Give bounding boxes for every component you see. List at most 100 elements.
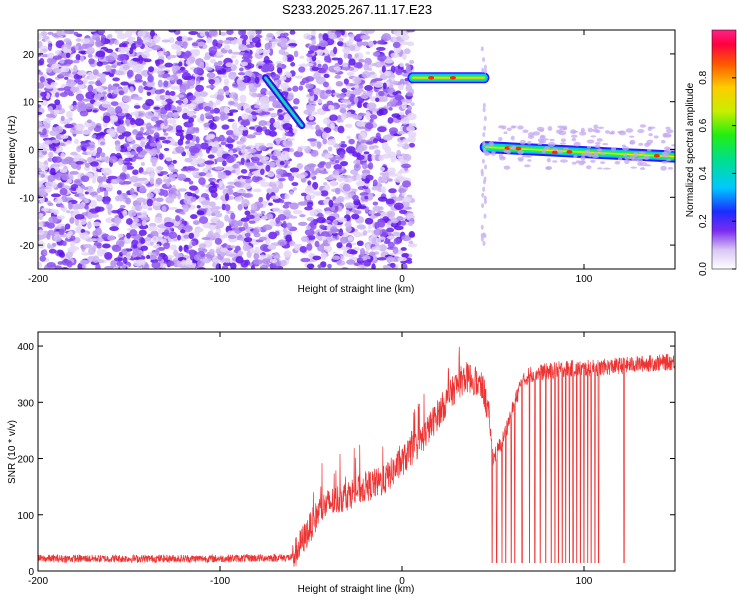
spectrogram-noise-cell <box>261 201 271 205</box>
spectrogram-noise-cell <box>47 106 53 112</box>
spectrogram-noise-cell <box>234 196 243 203</box>
spectrogram-noise-cell <box>132 169 139 175</box>
spectrogram-noise-cell <box>378 244 388 252</box>
spectrogram-noise-cell <box>195 84 204 92</box>
spectrogram-noise-cell <box>335 81 344 87</box>
spectrogram-noise-cell <box>398 188 407 193</box>
spectrogram-noise-cell <box>306 121 317 126</box>
spectrogram-noise-cell <box>360 34 371 41</box>
snr-x-tick-label: 100 <box>576 576 593 587</box>
colorbar-tick-label: 0.2 <box>698 214 709 228</box>
spectrogram-noise-cell <box>621 144 626 148</box>
spectrogram-noise-cell <box>244 232 251 238</box>
spectrogram-noise-cell <box>628 135 635 138</box>
spectrogram-noise-cell <box>189 57 195 64</box>
spectrogram-noise-cell <box>344 123 353 128</box>
spectrogram-noise-cell <box>164 62 173 68</box>
spectrogram-noise-cell <box>340 99 351 103</box>
spectrogram-noise-cell <box>381 65 386 73</box>
spectrogram-noise-cell <box>113 39 119 45</box>
spectrogram-noise-cell <box>235 167 241 176</box>
spectrogram-noise-cell <box>407 243 418 248</box>
colorbar-label: Normalized spectral amplitude <box>685 82 696 217</box>
spectrogram-noise-cell <box>61 173 69 181</box>
spectrogram-noise-cell <box>166 178 171 187</box>
spectrogram-noise-cell <box>207 230 214 236</box>
spectrogram-noise-cell <box>80 228 86 234</box>
spectrogram-y-label: Frequency (Hz) <box>7 116 18 185</box>
colorbar-tick-label: 0.0 <box>698 262 709 276</box>
spectrogram-noise-cell <box>200 113 205 122</box>
spectrogram-noise-cell <box>104 156 111 164</box>
spectrogram-noise-cell <box>388 127 399 134</box>
spectrogram-noise-cell <box>51 139 60 144</box>
spectrogram-noise-cell <box>123 162 133 166</box>
spectrogram-noise-cell <box>165 156 173 162</box>
spectrogram-noise-cell <box>150 230 159 238</box>
spectrogram-noise-cell <box>127 146 132 152</box>
spectrogram-noise-cell <box>110 178 120 185</box>
spectrogram-noise-cell <box>225 185 235 189</box>
spectrogram-noise-cell <box>550 148 559 151</box>
spectrogram-noise-cell <box>140 217 151 221</box>
spectrogram-noise-cell <box>362 230 368 236</box>
spectrogram-noise-cell <box>268 47 274 56</box>
spectrogram-noise-cell <box>376 257 387 261</box>
spectrogram-noise-cell <box>545 166 552 170</box>
spectrogram-noise-cell <box>175 131 184 137</box>
spectrogram-noise-cell <box>364 195 369 200</box>
spectrogram-noise-cell <box>332 170 340 176</box>
spectrogram-noise-cell <box>382 134 393 141</box>
spectrogram-noise-cell <box>224 204 231 212</box>
spectrogram-noise-cell <box>306 263 315 269</box>
spectrogram-noise-cell <box>171 94 177 102</box>
spectrogram-noise-cell <box>70 86 80 93</box>
spectrogram-noise-cell <box>316 216 326 224</box>
spectrogram-noise-cell <box>131 194 137 199</box>
spectrogram-noise-cell <box>40 91 47 97</box>
spectrogram-y-ticks: -20 -10 0 10 20 <box>20 50 675 252</box>
spectrogram-noise-cell <box>284 193 290 200</box>
spectrogram-noise-cell <box>339 151 345 159</box>
spectrogram-noise-cell <box>482 179 486 185</box>
spectrogram-noise-cell <box>214 65 223 71</box>
spectrogram-noise-cell <box>163 80 169 88</box>
spectrogram-noise-cell <box>280 82 289 90</box>
spectrogram-noise-cell <box>144 236 152 242</box>
spectrogram-noise-cell <box>225 244 232 249</box>
spectrogram-noise-cell <box>261 111 271 115</box>
spectrogram-noise-cell <box>379 166 385 172</box>
spectrogram-noise-cell <box>405 64 411 73</box>
spectrogram-noise-cell <box>213 140 220 149</box>
spectrogram-noise-cell <box>125 118 131 127</box>
spectrogram-noise-cell <box>73 59 80 64</box>
spectrogram-noise-cell <box>482 57 486 63</box>
spectrogram-noise-cell <box>503 131 508 135</box>
spectrogram-noise-cell <box>101 91 108 95</box>
spectrogram-noise-cell <box>55 92 60 98</box>
spectrogram-noise-cell <box>96 61 103 67</box>
spectrogram-noise-cell <box>291 181 299 187</box>
spectrogram-noise-cell <box>220 247 228 253</box>
spectrogram-noise-cell <box>112 77 120 82</box>
spectrogram-noise-cell <box>208 100 214 107</box>
spectrogram-noise-cell <box>189 252 195 260</box>
spectrogram-noise-cell <box>136 197 146 203</box>
spectrogram-noise-cell <box>120 47 129 52</box>
spectrogram-noise-cell <box>70 151 78 156</box>
spectrogram-noise-cell <box>378 90 385 97</box>
spectrogram-noise-cell <box>134 73 143 82</box>
spectrogram-hot-spot <box>551 150 558 155</box>
spectrogram-noise-cell <box>151 158 157 167</box>
spectrogram-noise-cell <box>322 33 329 42</box>
spectrogram-noise-cell <box>53 109 60 114</box>
spectrogram-noise-cell <box>355 88 364 93</box>
spectrogram-noise-cell <box>223 106 230 114</box>
spectrogram-noise-cell <box>118 134 125 140</box>
spectrogram-noise-cell <box>153 132 160 139</box>
spectrogram-noise-cell <box>70 46 76 53</box>
spectrogram-noise-cell <box>105 48 114 54</box>
spectrogram-noise-cell <box>185 140 191 144</box>
spectrogram-noise-cell <box>195 136 200 144</box>
spectrogram-noise-cell <box>146 80 155 88</box>
